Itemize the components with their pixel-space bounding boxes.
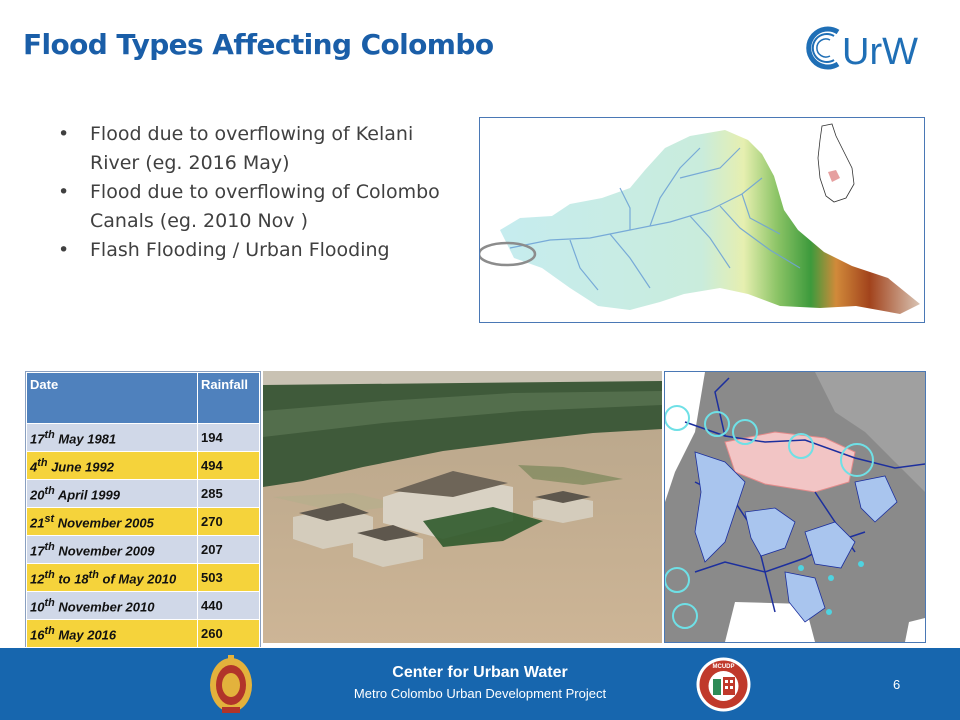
flood-photo-graphic	[263, 371, 662, 643]
table-row: 16th May 2016 260	[26, 619, 260, 648]
date-cell: 16th May 2016	[26, 619, 198, 648]
date-cell: 21st November 2005	[26, 507, 198, 536]
basin-map-graphic	[477, 123, 920, 314]
date-cell: 20th April 1999	[26, 479, 198, 508]
table-row: 20th April 1999 285	[26, 479, 260, 508]
table-row: 17th May 1981 194	[26, 423, 260, 452]
footer-subtitle: Metro Colombo Urban Development Project	[353, 686, 607, 701]
rainfall-table: Date Rainfall 17th May 1981 194 4th June…	[26, 372, 260, 648]
sri-lanka-inset-map	[817, 123, 855, 203]
date-cell: 12th to 18th of May 2010	[26, 563, 198, 592]
date-cell: 17th May 1981	[26, 423, 198, 452]
rainfall-cell: 440	[197, 591, 260, 620]
table-row: 12th to 18th of May 2010 503	[26, 563, 260, 592]
date-cell: 17th November 2009	[26, 535, 198, 564]
column-header-date: Date	[26, 372, 198, 424]
rainfall-cell: 194	[197, 423, 260, 452]
date-cell: 10th November 2010	[26, 591, 198, 620]
footer-bar: Center for Urban Water Metro Colombo Urb…	[0, 648, 960, 720]
bullet-text: Flash Flooding / Urban Flooding	[90, 239, 390, 261]
bullet-dot: •	[58, 181, 70, 203]
canals-map-graphic	[665, 372, 925, 642]
table-row: 4th June 1992 494	[26, 451, 260, 480]
bullet-dot: •	[58, 123, 70, 145]
slide-title: Flood Types Affecting Colombo	[23, 28, 494, 61]
bullet-item: • Flash Flooding / Urban Flooding	[58, 236, 458, 265]
bullet-item: • Flood due to overflowing of Colombo Can…	[58, 178, 458, 236]
bullet-text: Flood due to overflowing of Colombo Cana…	[90, 181, 440, 232]
mcudp-logo-text: MCUDP	[713, 664, 735, 670]
bullet-text: Flood due to overflowing of Kelani River…	[90, 123, 414, 174]
bullet-item: • Flood due to overflowing of Kelani Rive…	[58, 120, 458, 178]
mcudp-logo-icon: MCUDP	[696, 657, 751, 712]
svg-text:UrW: UrW	[842, 31, 918, 72]
parliament-building	[293, 471, 593, 567]
kelani-basin-map	[477, 117, 925, 323]
footer-title: Center for Urban Water	[392, 664, 568, 681]
bullet-dot: •	[58, 239, 70, 261]
colombo-canals-map	[664, 371, 926, 643]
bullet-list: • Flood due to overflowing of Kelani Rive…	[58, 120, 458, 265]
rainfall-cell: 270	[197, 507, 260, 536]
rainfall-cell: 503	[197, 563, 260, 592]
table-header-row: Date Rainfall	[26, 372, 260, 424]
rainfall-cell: 260	[197, 619, 260, 648]
flood-photo	[263, 371, 662, 643]
rainfall-cell: 207	[197, 535, 260, 564]
sri-lanka-emblem-icon	[210, 655, 252, 713]
curw-logo-icon: UrW	[806, 26, 918, 72]
table-row: 21st November 2005 270	[26, 507, 260, 536]
date-cell: 4th June 1992	[26, 451, 198, 480]
table-row: 17th November 2009 207	[26, 535, 260, 564]
rainfall-cell: 285	[197, 479, 260, 508]
rainfall-table-container: Date Rainfall 17th May 1981 194 4th June…	[25, 371, 261, 648]
table-row: 10th November 2010 440	[26, 591, 260, 620]
rainfall-cell: 494	[197, 451, 260, 480]
page-number: 6	[893, 677, 901, 692]
column-header-rainfall: Rainfall	[197, 372, 260, 424]
flood-hotspot-circles	[665, 405, 874, 629]
